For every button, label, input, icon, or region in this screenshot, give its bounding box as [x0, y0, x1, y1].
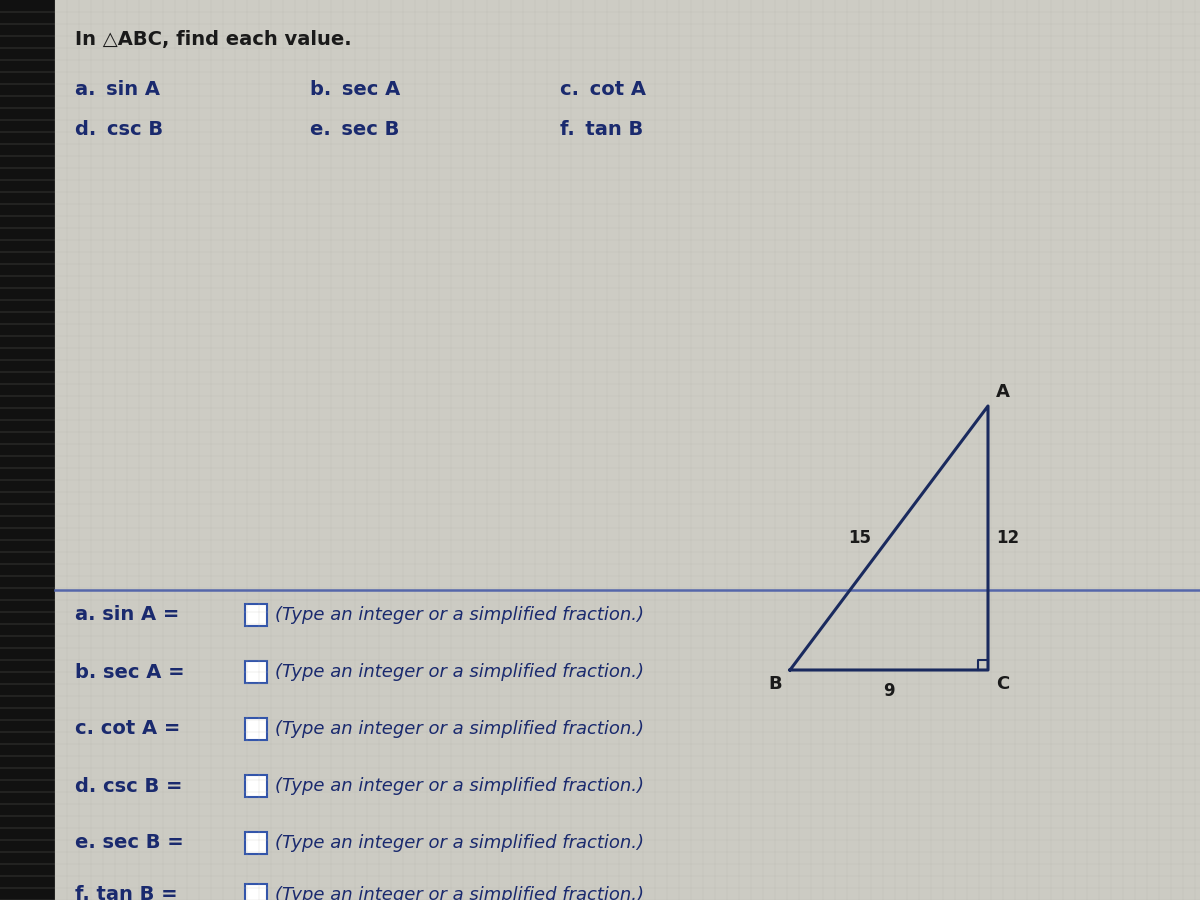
Text: (Type an integer or a simplified fraction.): (Type an integer or a simplified fractio…	[275, 886, 644, 900]
Bar	[245, 661, 266, 683]
Text: 15: 15	[848, 529, 871, 547]
Text: d.  csc B: d. csc B	[74, 120, 163, 139]
Text: 12: 12	[996, 529, 1019, 547]
Text: (Type an integer or a simplified fraction.): (Type an integer or a simplified fractio…	[275, 834, 644, 852]
Bar	[0, 0, 55, 900]
Text: a. sin A =: a. sin A =	[74, 606, 179, 625]
Text: e.  sec B: e. sec B	[310, 120, 400, 139]
Text: C: C	[996, 675, 1009, 693]
Bar	[245, 884, 266, 900]
Text: (Type an integer or a simplified fraction.): (Type an integer or a simplified fractio…	[275, 720, 644, 738]
Text: (Type an integer or a simplified fraction.): (Type an integer or a simplified fractio…	[275, 606, 644, 624]
Text: f. tan B =: f. tan B =	[74, 886, 178, 900]
Bar	[245, 604, 266, 626]
Bar	[245, 718, 266, 740]
Text: c. cot A =: c. cot A =	[74, 719, 180, 739]
Text: 9: 9	[883, 682, 895, 700]
Text: A: A	[996, 383, 1010, 401]
Text: a.  sin A: a. sin A	[74, 80, 160, 99]
Text: B: B	[768, 675, 782, 693]
Text: b. sec A =: b. sec A =	[74, 662, 185, 681]
Text: c.  cot A: c. cot A	[560, 80, 646, 99]
Text: In △ABC, find each value.: In △ABC, find each value.	[74, 30, 352, 49]
Text: e. sec B =: e. sec B =	[74, 833, 184, 852]
Text: (Type an integer or a simplified fraction.): (Type an integer or a simplified fractio…	[275, 663, 644, 681]
Text: b.  sec A: b. sec A	[310, 80, 401, 99]
Text: d. csc B =: d. csc B =	[74, 777, 182, 796]
Bar	[245, 832, 266, 854]
Text: (Type an integer or a simplified fraction.): (Type an integer or a simplified fractio…	[275, 777, 644, 795]
Text: f.  tan B: f. tan B	[560, 120, 643, 139]
Bar	[55, 0, 1200, 590]
Bar	[245, 775, 266, 797]
